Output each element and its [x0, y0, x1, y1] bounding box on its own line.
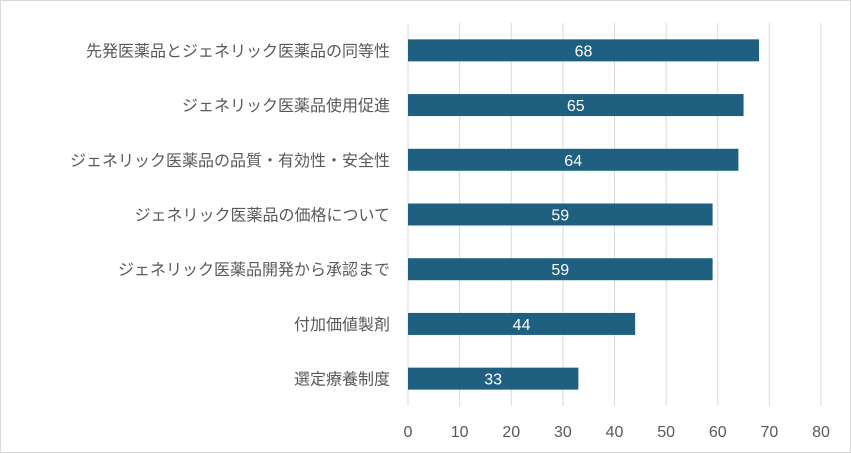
bar: [408, 94, 744, 117]
bar: [408, 312, 636, 335]
category-labels: 先発医薬品とジェネリック医薬品の同等性ジェネリック医薬品使用促進ジェネリック医薬…: [70, 41, 390, 388]
x-tick-label: 20: [502, 424, 520, 441]
x-tick-label: 40: [606, 424, 624, 441]
x-tick-label: 10: [451, 424, 469, 441]
x-tick-label: 60: [709, 424, 727, 441]
category-label: ジェネリック医薬品使用促進: [182, 96, 390, 115]
category-label: 先発医薬品とジェネリック医薬品の同等性: [86, 41, 390, 60]
x-tick-label: 70: [760, 424, 778, 441]
data-label: 33: [484, 372, 502, 389]
category-label: ジェネリック医薬品の品質・有効性・安全性: [70, 151, 390, 170]
data-label: 59: [551, 208, 569, 225]
bar: [408, 39, 760, 62]
category-label: 選定療養制度: [294, 370, 390, 389]
x-tick-label: 50: [657, 424, 675, 441]
category-label: ジェネリック医薬品の価格について: [134, 206, 390, 225]
data-label: 44: [513, 317, 531, 334]
category-label: ジェネリック医薬品開発から承認まで: [118, 260, 390, 279]
bar: [408, 258, 713, 281]
bar: [408, 148, 739, 171]
category-label: 付加価値製剤: [294, 315, 390, 334]
bars: 68 65 64 59 59 44 33: [408, 39, 760, 390]
data-label: 64: [564, 153, 582, 170]
data-label: 68: [575, 43, 593, 60]
x-tick-label: 80: [812, 424, 830, 441]
bar: [408, 367, 579, 390]
x-tick-label: 30: [554, 424, 572, 441]
x-axis-ticks: 0 10 20 30 40 50 60 70 80: [404, 424, 830, 441]
data-label: 59: [551, 262, 569, 279]
x-tick-label: 0: [404, 424, 413, 441]
bar: [408, 203, 713, 226]
data-label: 65: [567, 98, 585, 115]
